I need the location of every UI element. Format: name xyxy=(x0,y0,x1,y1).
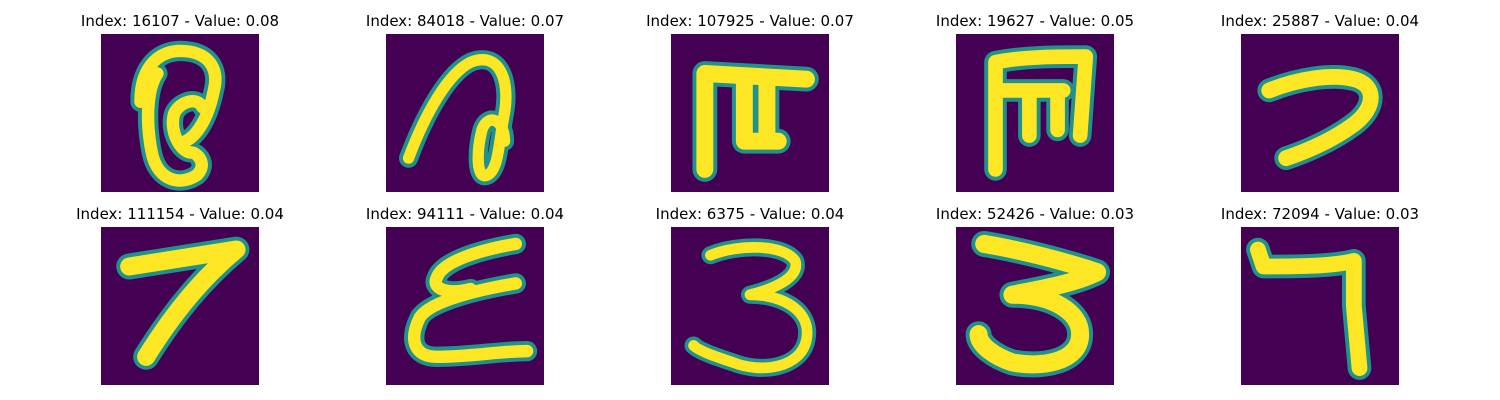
handwritten-t-like-icon xyxy=(671,34,829,192)
handwritten-three-bold-icon xyxy=(956,227,1114,385)
handwritten-seven-icon xyxy=(101,227,259,385)
handwritten-seven-hook-icon xyxy=(1241,34,1399,192)
handwritten-m-like-icon xyxy=(956,34,1114,192)
grid-cell-2: Index: 84018 - Value: 0.07 xyxy=(335,11,595,196)
panel-title: Index: 72094 - Value: 0.03 xyxy=(1220,205,1420,223)
handwritten-seven-bar-icon xyxy=(1241,227,1399,385)
panel-title: Index: 52426 - Value: 0.03 xyxy=(935,205,1135,223)
handwritten-n-loop-icon xyxy=(386,34,544,192)
grid-cell-9: Index: 52426 - Value: 0.03 xyxy=(905,204,1165,389)
grid-cell-1: Index: 16107 - Value: 0.08 xyxy=(50,11,310,196)
panel-title: Index: 107925 - Value: 0.07 xyxy=(646,12,854,30)
grid-cell-6: Index: 111154 - Value: 0.04 xyxy=(50,204,310,389)
panel-title: Index: 111154 - Value: 0.04 xyxy=(76,205,284,223)
panel-title: Index: 19627 - Value: 0.05 xyxy=(935,12,1135,30)
handwritten-a-like-icon xyxy=(101,34,259,192)
panel-title: Index: 6375 - Value: 0.04 xyxy=(655,205,845,223)
handwritten-three-icon xyxy=(671,227,829,385)
panel-title: Index: 84018 - Value: 0.07 xyxy=(365,12,565,30)
grid-cell-5: Index: 25887 - Value: 0.04 xyxy=(1190,11,1450,196)
panel-title: Index: 94111 - Value: 0.04 xyxy=(365,205,565,223)
grid-cell-3: Index: 107925 - Value: 0.07 xyxy=(620,11,880,196)
grid-cell-7: Index: 94111 - Value: 0.04 xyxy=(335,204,595,389)
grid-cell-10: Index: 72094 - Value: 0.03 xyxy=(1190,204,1450,389)
grid-cell-4: Index: 19627 - Value: 0.05 xyxy=(905,11,1165,196)
handwritten-e-like-icon xyxy=(386,227,544,385)
grid-cell-8: Index: 6375 - Value: 0.04 xyxy=(620,204,880,389)
panel-title: Index: 25887 - Value: 0.04 xyxy=(1220,12,1420,30)
panel-title: Index: 16107 - Value: 0.08 xyxy=(80,12,280,30)
